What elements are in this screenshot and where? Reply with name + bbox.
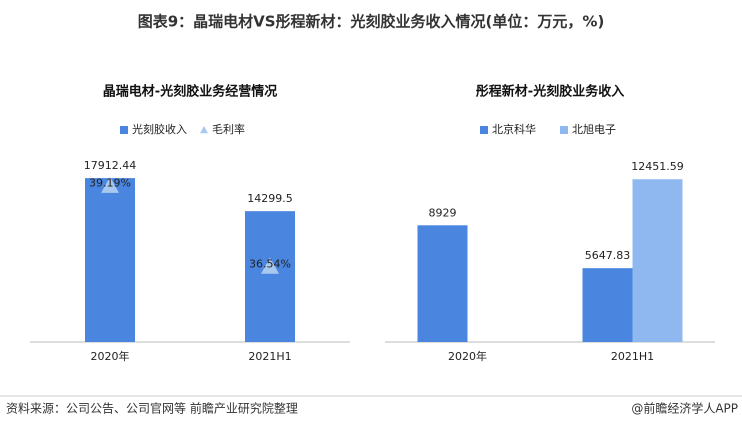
data-label: 8929 [429,206,457,219]
x-tick-label: 2021H1 [248,350,291,363]
chart-title: 彤程新材-光刻胶业务收入 [476,84,624,100]
legend-swatch [120,126,128,134]
credit: @前瞻经济学人APP [631,401,738,416]
legend-label: 毛利率 [212,122,245,136]
legend-label: 北京科华 [492,122,536,136]
marker [261,257,279,274]
legend-label: 北旭电子 [572,122,616,136]
bar [582,268,633,342]
data-label: 12451.59 [631,160,684,173]
bar [417,225,468,342]
x-tick-label: 2021H1 [611,350,654,363]
bar [632,179,683,342]
marker [101,176,119,193]
bar [85,178,135,342]
data-label: 17912.44 [84,159,137,172]
legend-swatch [560,126,568,134]
legend-marker [200,126,208,134]
source: 资料来源：公司公告、公司官网等 前瞻产业研究院整理 [6,401,298,416]
x-tick-label: 2020年 [91,349,130,363]
data-label: 5647.83 [585,249,631,262]
data-label: 39.19% [89,177,131,190]
chart-title: 晶瑞电材-光刻胶业务经营情况 [103,84,277,100]
bar [245,211,295,342]
data-label: 14299.5 [247,192,293,205]
x-tick-label: 2020年 [448,349,487,363]
legend-label: 光刻胶收入 [132,122,187,136]
page-title: 图表9：晶瑞电材VS彤程新材：光刻胶业务收入情况(单位：万元，%) [138,13,605,31]
data-label: 36.54% [249,258,291,271]
legend-swatch [480,126,488,134]
